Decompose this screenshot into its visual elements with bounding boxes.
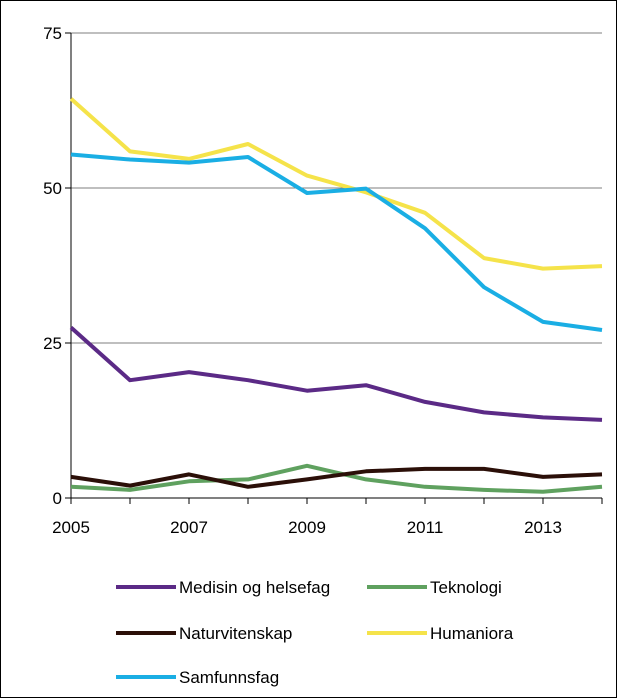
legend-item: Humaniora (367, 624, 514, 643)
x-tick-label: 2011 (407, 518, 444, 537)
x-tick-label: 2005 (52, 518, 90, 537)
legend-item: Naturvitenskap (116, 624, 292, 643)
series-4 (70, 152, 603, 332)
series-1 (70, 463, 603, 494)
legend-label: Medisin og helsefag (179, 578, 330, 597)
legend-label: Teknologi (430, 578, 502, 597)
series-3 (69, 97, 603, 271)
series-2 (70, 466, 603, 489)
x-tick-label: 2009 (288, 518, 326, 537)
legend-label: Samfunnsfag (179, 668, 279, 687)
x-tick-label: 2013 (524, 518, 562, 537)
legend-label: Humaniora (430, 624, 514, 643)
series-line (70, 152, 603, 332)
x-tick-label: 2007 (170, 518, 208, 537)
y-tick-label: 25 (43, 334, 62, 353)
legend-item: Samfunnsfag (116, 668, 279, 687)
y-tick-label: 0 (53, 489, 62, 508)
series-0 (69, 326, 603, 422)
y-tick-label: 50 (43, 179, 62, 198)
series-line (70, 463, 603, 494)
axes: 0 25 50 75 2005 2007 2009 2011 2013 (43, 24, 603, 537)
legend-label: Naturvitenskap (179, 624, 292, 643)
legend: Medisin og helsefag Teknologi Naturvitensk… (116, 578, 514, 687)
series-line (69, 326, 603, 422)
series-line (69, 97, 603, 271)
legend-item: Medisin og helsefag (116, 578, 330, 597)
y-tick-label: 75 (43, 24, 62, 43)
legend-item: Teknologi (367, 578, 502, 597)
grid-lines (71, 32, 602, 344)
series-line (70, 466, 603, 489)
series-lines (69, 97, 603, 494)
